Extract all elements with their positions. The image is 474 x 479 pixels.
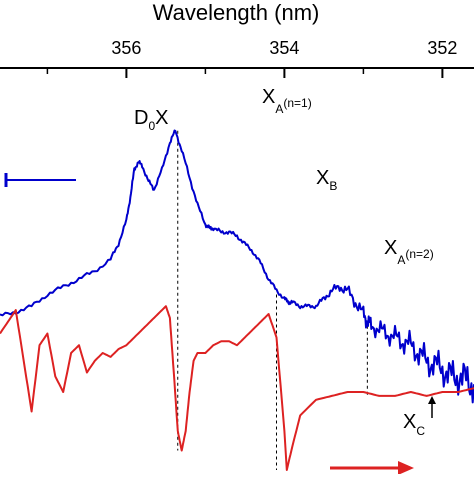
- series-red-line: [0, 305, 474, 471]
- series-blue-line: [0, 129, 474, 404]
- dashed-guides: [177, 130, 368, 470]
- x-tick-label: 354: [269, 38, 299, 58]
- x-tick-label: 356: [111, 38, 141, 58]
- annotation-xa-n1: XA(n=1): [262, 86, 312, 116]
- blue-arrow-left: [4, 173, 76, 187]
- x-axis-ticks: 358356354352: [46, 38, 457, 78]
- xc-arrow-up: [428, 396, 436, 418]
- x-tick-label: 352: [427, 38, 457, 58]
- x-axis-title: Wavelength (nm): [153, 0, 320, 25]
- annotation-d0x: D0X: [134, 107, 168, 133]
- red-arrow-right: [330, 461, 414, 475]
- annotation-xc: XC: [403, 411, 425, 438]
- annotation-xa-n2: XA(n=2): [384, 237, 434, 267]
- series-group: [0, 129, 474, 471]
- annotation-xb: XB: [316, 167, 337, 193]
